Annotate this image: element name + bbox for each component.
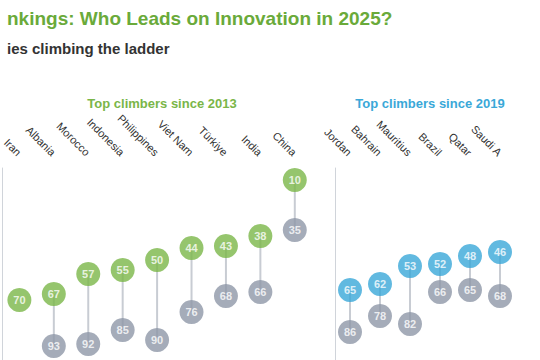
svg-text:92: 92	[82, 338, 94, 350]
svg-text:Indonesia: Indonesia	[84, 116, 127, 159]
svg-text:44: 44	[185, 242, 198, 254]
svg-text:76: 76	[185, 306, 197, 318]
svg-text:55: 55	[117, 264, 129, 276]
svg-text:52: 52	[434, 258, 446, 270]
svg-text:68: 68	[220, 290, 232, 302]
svg-text:Mauritius: Mauritius	[374, 118, 414, 158]
svg-text:Bahrain: Bahrain	[349, 123, 385, 159]
svg-text:Brazil: Brazil	[416, 130, 444, 158]
svg-text:China: China	[270, 129, 299, 158]
svg-text:Morocco: Morocco	[54, 120, 93, 159]
svg-text:43: 43	[220, 240, 232, 252]
svg-text:Viet Nam: Viet Nam	[155, 118, 195, 158]
svg-text:50: 50	[151, 254, 163, 266]
svg-text:90: 90	[151, 334, 163, 346]
svg-text:ies climbing the ladder: ies climbing the ladder	[7, 40, 170, 57]
svg-text:82: 82	[404, 318, 416, 330]
svg-text:68: 68	[494, 290, 506, 302]
svg-text:66: 66	[254, 286, 266, 298]
svg-text:35: 35	[289, 224, 301, 236]
svg-text:Qatar: Qatar	[446, 130, 474, 158]
svg-text:53: 53	[404, 260, 416, 272]
svg-text:Jordan: Jordan	[322, 126, 355, 159]
svg-text:Top climbers since 2013: Top climbers since 2013	[87, 96, 236, 111]
svg-text:78: 78	[374, 310, 386, 322]
svg-text:10: 10	[289, 174, 301, 186]
svg-text:Top climbers since 2019: Top climbers since 2019	[355, 96, 504, 111]
svg-text:Saudi A: Saudi A	[469, 123, 505, 159]
svg-text:Albania: Albania	[24, 124, 59, 159]
svg-text:67: 67	[48, 288, 60, 300]
svg-text:Türkiye: Türkiye	[196, 124, 230, 158]
svg-text:85: 85	[117, 324, 129, 336]
svg-text:62: 62	[374, 278, 386, 290]
svg-text:nkings: Who Leads on Innovatio: nkings: Who Leads on Innovation in 2025?	[7, 8, 392, 29]
svg-text:India: India	[239, 133, 265, 159]
svg-text:46: 46	[494, 246, 506, 258]
svg-text:66: 66	[434, 286, 446, 298]
svg-text:65: 65	[344, 284, 356, 296]
svg-text:93: 93	[48, 340, 60, 352]
svg-text:70: 70	[13, 294, 25, 306]
svg-text:57: 57	[82, 268, 94, 280]
svg-text:Philippines: Philippines	[115, 112, 161, 158]
svg-text:48: 48	[464, 250, 476, 262]
svg-text:86: 86	[344, 326, 356, 338]
svg-text:65: 65	[464, 284, 476, 296]
svg-text:38: 38	[254, 230, 266, 242]
svg-text:Iran: Iran	[2, 136, 24, 158]
